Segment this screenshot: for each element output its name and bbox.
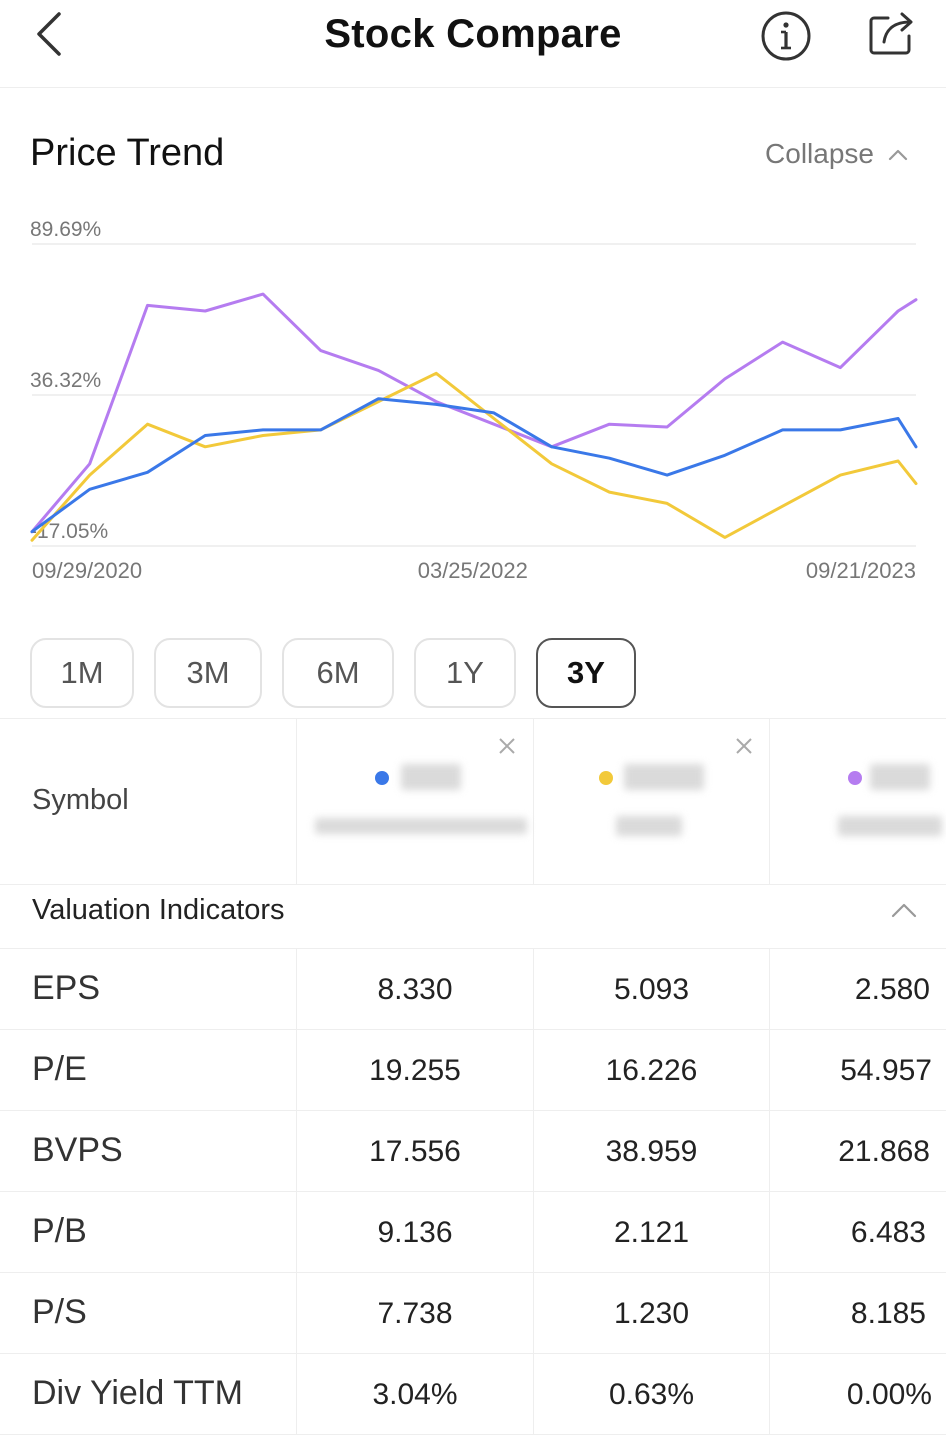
column-divider xyxy=(296,718,297,884)
x-tick-label: 09/21/2023 xyxy=(806,558,916,583)
info-icon xyxy=(761,11,811,61)
divider xyxy=(0,1272,946,1273)
chevron-up-icon xyxy=(891,903,917,918)
symbol-ticker-redacted xyxy=(401,764,461,790)
period-button-3m[interactable]: 3M xyxy=(154,638,262,708)
valuation-collapse-button[interactable] xyxy=(884,892,924,928)
y-tick-label: 36.32% xyxy=(30,369,101,392)
period-button-3y[interactable]: 3Y xyxy=(536,638,636,708)
eps-value-3: 2.580 xyxy=(854,973,930,1006)
column-divider xyxy=(533,948,534,1434)
ps-value-1: 7.738 xyxy=(377,1297,453,1330)
pb-value-1: 9.136 xyxy=(377,1216,453,1249)
column-divider xyxy=(769,948,770,1434)
chevron-up-icon xyxy=(888,149,908,161)
symbol-name-redacted xyxy=(838,816,942,836)
divider xyxy=(0,1434,946,1435)
series-line-2 xyxy=(30,292,918,534)
divider xyxy=(0,1029,946,1030)
div-yield-value-3: 0.00% xyxy=(846,1378,932,1411)
page-title: Stock Compare xyxy=(324,12,622,56)
close-icon xyxy=(736,738,752,754)
top-bar: Stock Compare xyxy=(0,0,946,88)
remove-symbol-2-button[interactable] xyxy=(726,728,762,764)
series-color-dot-yellow xyxy=(599,771,613,785)
x-tick-label: 03/25/2022 xyxy=(418,558,528,583)
line-chart: 89.69% 36.32% -17.05% 09/29/2020 03/25/2022 0… xyxy=(30,218,918,583)
series-line-1 xyxy=(30,371,918,542)
series-line-0 xyxy=(30,397,918,534)
price-trend-title: Price Trend xyxy=(30,132,225,174)
symbol-column-2[interactable] xyxy=(534,720,769,884)
valuation-section-title: Valuation Indicators xyxy=(32,894,285,926)
eps-value-2: 5.093 xyxy=(613,973,690,1006)
divider xyxy=(0,884,946,885)
pe-value-3: 54.957 xyxy=(840,1054,932,1087)
ps-value-3: 8.185 xyxy=(850,1297,926,1330)
bvps-value-2: 38.959 xyxy=(605,1135,698,1168)
pb-value-3: 6.483 xyxy=(850,1216,926,1249)
symbol-row-label: Symbol xyxy=(32,784,129,816)
ps-value-2: 1.230 xyxy=(613,1297,690,1330)
pe-value-1: 19.255 xyxy=(369,1054,461,1087)
row-label-bvps: BVPS xyxy=(32,1131,123,1169)
series-color-dot-blue xyxy=(375,771,389,785)
divider xyxy=(0,948,946,949)
row-label-eps: EPS xyxy=(32,969,101,1007)
period-button-1y[interactable]: 1Y xyxy=(414,638,516,708)
close-icon xyxy=(499,738,515,754)
bvps-value-1: 17.556 xyxy=(369,1135,461,1168)
pb-value-2: 2.121 xyxy=(613,1216,690,1249)
bvps-value-3: 21.868 xyxy=(838,1135,930,1168)
info-button[interactable] xyxy=(758,8,814,64)
y-tick-label: 89.69% xyxy=(30,218,101,241)
row-label-pe: P/E xyxy=(32,1050,87,1088)
back-button[interactable] xyxy=(22,8,74,60)
div-yield-value-1: 3.04% xyxy=(372,1378,458,1411)
column-divider xyxy=(769,718,770,884)
row-label-div-yield: Div Yield TTM xyxy=(32,1374,243,1412)
symbol-name-redacted xyxy=(315,818,527,834)
period-button-6m[interactable]: 6M xyxy=(282,638,394,708)
divider xyxy=(0,1191,946,1192)
chevron-left-icon xyxy=(37,12,61,56)
pe-value-2: 16.226 xyxy=(605,1054,698,1087)
column-divider xyxy=(296,948,297,1434)
share-icon xyxy=(869,12,913,55)
symbol-column-3[interactable] xyxy=(770,720,946,884)
eps-value-1: 8.330 xyxy=(377,973,453,1006)
divider xyxy=(0,1110,946,1111)
divider xyxy=(0,1353,946,1354)
symbol-name-redacted xyxy=(616,816,682,836)
series-color-dot-purple xyxy=(848,771,862,785)
row-label-ps: P/S xyxy=(32,1293,87,1331)
row-label-pb: P/B xyxy=(32,1212,87,1250)
symbol-ticker-redacted xyxy=(870,764,930,790)
share-button[interactable] xyxy=(862,4,920,62)
price-trend-chart: 89.69% 36.32% -17.05% 09/29/2020 03/25/2022 0… xyxy=(0,200,946,600)
y-tick-label: -17.05% xyxy=(30,520,108,543)
symbol-ticker-redacted xyxy=(624,764,704,790)
div-yield-value-2: 0.63% xyxy=(608,1378,695,1411)
period-button-1m[interactable]: 1M xyxy=(30,638,134,708)
x-tick-label: 09/29/2020 xyxy=(32,558,142,583)
symbol-column-1[interactable] xyxy=(297,720,533,884)
divider xyxy=(0,718,946,719)
remove-symbol-1-button[interactable] xyxy=(489,728,525,764)
collapse-button[interactable]: Collapse xyxy=(765,134,908,174)
column-divider xyxy=(533,718,534,884)
collapse-label: Collapse xyxy=(765,138,874,169)
